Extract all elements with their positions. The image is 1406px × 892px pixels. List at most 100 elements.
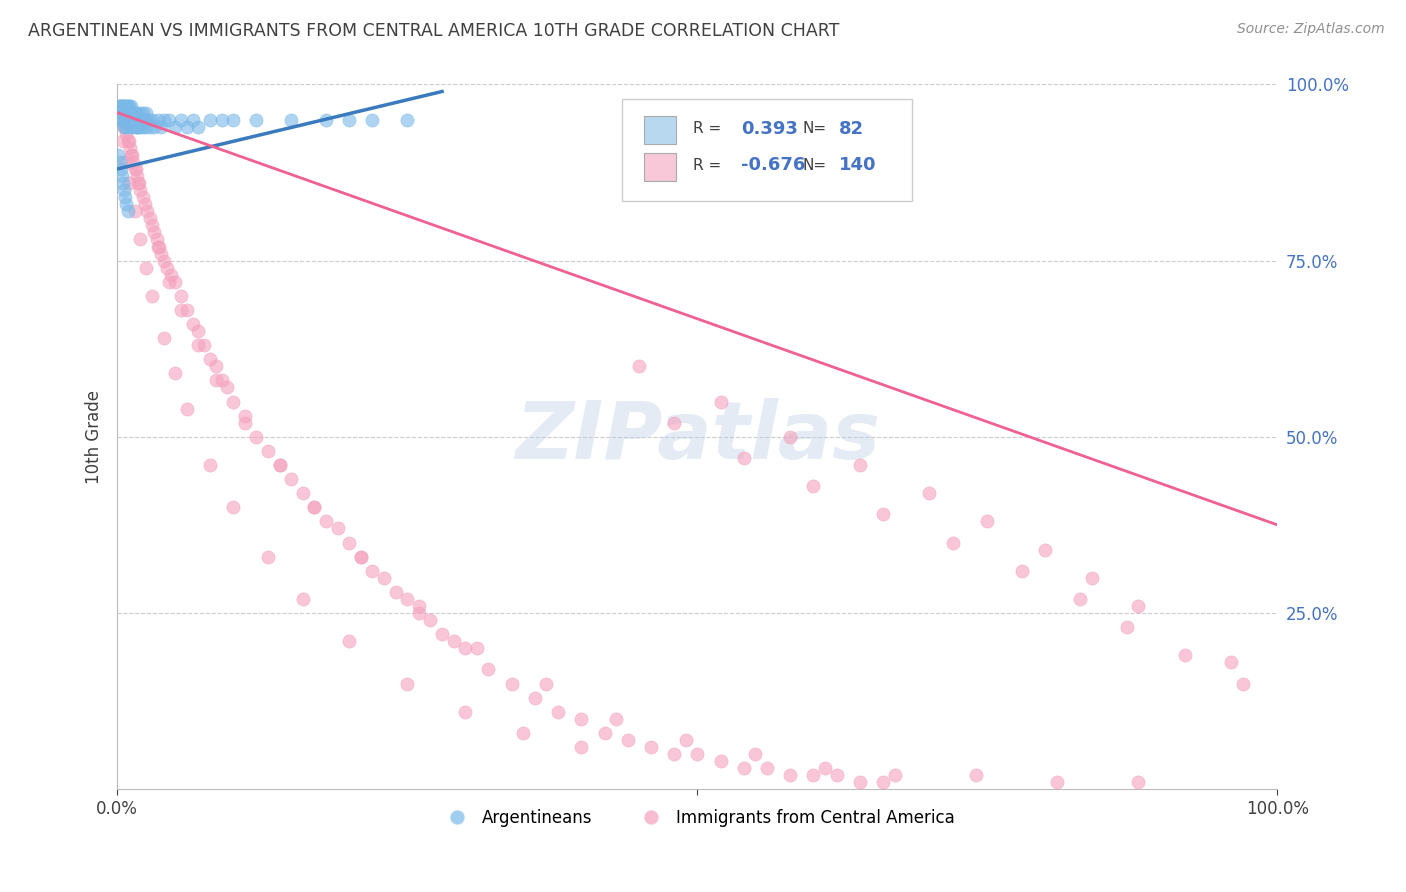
Point	[755, 761, 778, 775]
Point	[135, 120, 157, 134]
Point	[107, 98, 129, 112]
Point	[942, 535, 965, 549]
Point	[107, 148, 129, 162]
Point	[138, 120, 160, 134]
Point	[141, 219, 163, 233]
Point	[132, 190, 155, 204]
Point	[408, 606, 430, 620]
Point	[326, 521, 349, 535]
Point	[512, 726, 534, 740]
Point	[233, 409, 256, 423]
Point	[124, 120, 146, 134]
Point	[111, 98, 134, 112]
Text: 0.393: 0.393	[741, 120, 799, 138]
Point	[117, 112, 139, 127]
Point	[134, 112, 156, 127]
Point	[291, 486, 314, 500]
Point	[115, 197, 138, 211]
Point	[733, 450, 755, 465]
Text: R =: R =	[693, 158, 721, 173]
Point	[640, 739, 662, 754]
Text: -0.676: -0.676	[741, 156, 806, 175]
Point	[120, 98, 142, 112]
Point	[872, 775, 894, 789]
Point	[1128, 775, 1150, 789]
Point	[193, 338, 215, 352]
Point	[115, 127, 138, 141]
Point	[222, 112, 245, 127]
Point	[198, 112, 221, 127]
Point	[825, 768, 848, 782]
Point	[121, 120, 143, 134]
FancyBboxPatch shape	[621, 98, 912, 201]
Point	[114, 155, 136, 169]
Point	[150, 246, 173, 260]
Text: 82: 82	[839, 120, 865, 138]
Point	[132, 105, 155, 120]
Point	[170, 112, 193, 127]
Point	[709, 394, 731, 409]
Point	[136, 204, 159, 219]
Point	[1174, 648, 1197, 663]
Point	[118, 134, 141, 148]
Point	[135, 260, 157, 275]
Point	[733, 761, 755, 775]
Point	[145, 232, 167, 246]
Point	[569, 712, 592, 726]
Point	[257, 444, 280, 458]
Point	[110, 98, 132, 112]
Point	[165, 120, 187, 134]
Point	[269, 458, 291, 472]
Point	[547, 705, 569, 719]
Point	[118, 105, 141, 120]
Point	[124, 161, 146, 176]
Point	[465, 641, 488, 656]
Point	[443, 634, 465, 648]
Point	[115, 105, 138, 120]
Point	[176, 302, 198, 317]
Point	[181, 112, 204, 127]
Point	[408, 599, 430, 613]
Point	[148, 239, 170, 253]
Point	[125, 105, 148, 120]
Point	[918, 486, 941, 500]
Point	[117, 134, 139, 148]
Point	[121, 148, 143, 162]
Point	[152, 331, 174, 345]
Point	[801, 768, 824, 782]
Point	[501, 676, 523, 690]
Text: ARGENTINEAN VS IMMIGRANTS FROM CENTRAL AMERICA 10TH GRADE CORRELATION CHART: ARGENTINEAN VS IMMIGRANTS FROM CENTRAL A…	[28, 22, 839, 40]
Point	[125, 161, 148, 176]
Point	[159, 268, 181, 282]
Point	[122, 112, 145, 127]
Point	[849, 458, 872, 472]
Point	[111, 134, 134, 148]
Point	[170, 289, 193, 303]
Point	[112, 98, 135, 112]
Point	[111, 105, 134, 120]
Point	[222, 500, 245, 515]
Point	[181, 317, 204, 331]
Point	[454, 641, 477, 656]
Point	[1046, 775, 1069, 789]
Point	[779, 768, 801, 782]
Point	[114, 120, 136, 134]
Point	[121, 105, 143, 120]
Point	[198, 458, 221, 472]
Point	[976, 515, 998, 529]
Point	[127, 120, 149, 134]
Point	[686, 747, 709, 761]
Point	[111, 169, 134, 183]
Point	[593, 726, 616, 740]
Point	[115, 120, 138, 134]
Point	[187, 120, 209, 134]
Point	[143, 226, 166, 240]
Point	[127, 112, 149, 127]
Point	[114, 190, 136, 204]
Point	[152, 112, 174, 127]
Point	[118, 112, 141, 127]
Point	[117, 98, 139, 112]
Point	[1069, 591, 1091, 606]
Point	[280, 472, 302, 486]
Point	[187, 324, 209, 338]
